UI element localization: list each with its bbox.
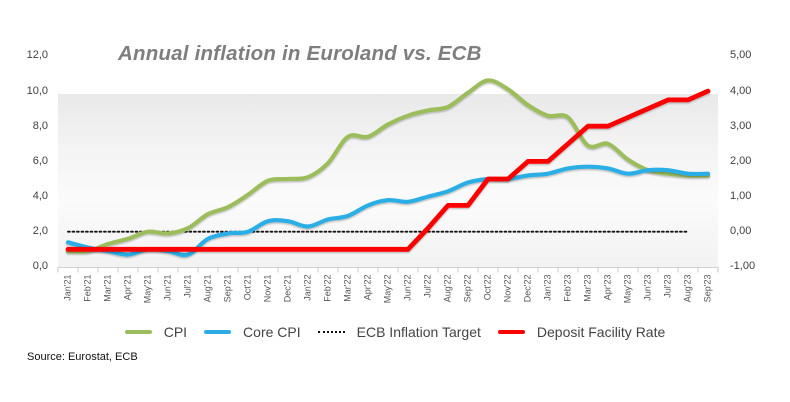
legend-swatch-core-cpi xyxy=(204,329,232,335)
legend-swatch-deposit-facility-rate xyxy=(497,329,525,335)
legend-item-cpi: CPI xyxy=(124,324,188,340)
right-axis-tick-label: 4,00 xyxy=(730,84,752,97)
legend-item-deposit-facility-rate: Deposit Facility Rate xyxy=(497,324,666,340)
series-line-core-cpi xyxy=(65,164,711,258)
right-axis-tick-label: 0,00 xyxy=(730,225,752,238)
left-axis-tick-label: 10,0 xyxy=(26,84,48,97)
legend: CPI Core CPI ECB Inflation Target Deposit F… xyxy=(0,322,790,342)
legend-label: Core CPI xyxy=(243,324,301,340)
right-axis-tick-label: 1,00 xyxy=(730,190,752,203)
left-axis-tick-label: 4,0 xyxy=(32,190,48,203)
legend-label: Deposit Facility Rate xyxy=(536,324,666,340)
left-axis-tick-label: 2,0 xyxy=(32,225,48,238)
series-line-cpi xyxy=(65,78,711,254)
right-axis-tick-label: -1,00 xyxy=(730,260,756,273)
legend-item-core-cpi: Core CPI xyxy=(204,324,301,340)
source-note: Source: Eurostat, ECB xyxy=(27,351,138,363)
left-axis-tick-label: 8,0 xyxy=(32,119,48,132)
left-axis-tick-label: 12,0 xyxy=(26,49,48,62)
series-line-deposit-facility-rate xyxy=(65,88,711,252)
legend-swatch-cpi xyxy=(124,329,152,335)
left-axis-tick-label: 6,0 xyxy=(32,154,48,167)
legend-label: CPI xyxy=(163,324,188,340)
left-axis-tick-label: 0,0 xyxy=(32,260,48,273)
legend-label: ECB Inflation Target xyxy=(356,324,481,340)
legend-swatch-ecb-inflation-target xyxy=(317,331,345,333)
right-axis-tick-label: 3,00 xyxy=(730,119,752,132)
chart-title: Annual inflation in Euroland vs. ECB xyxy=(118,42,482,65)
right-axis-tick-label: 5,00 xyxy=(730,49,752,62)
legend-item-ecb-inflation-target: ECB Inflation Target xyxy=(317,324,481,340)
right-axis-tick-label: 2,00 xyxy=(730,154,752,167)
